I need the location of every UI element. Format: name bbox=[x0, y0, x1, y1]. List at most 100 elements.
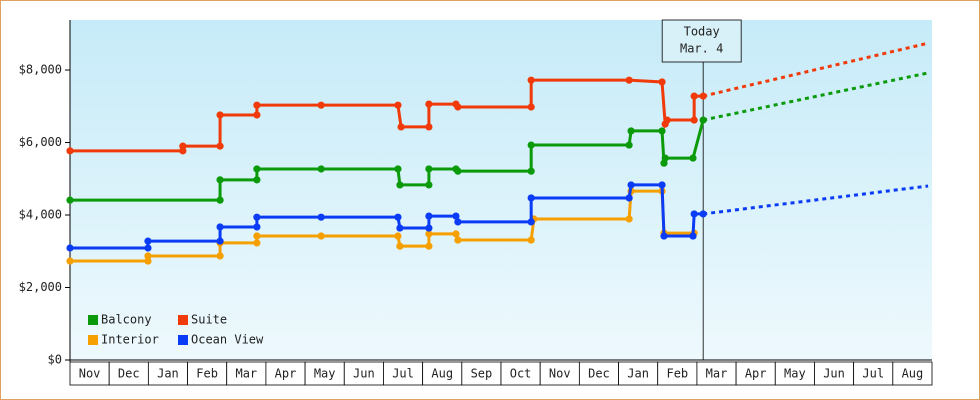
y-tick-label: $4,000 bbox=[19, 208, 62, 222]
legend-swatch bbox=[178, 335, 188, 345]
x-category-cell bbox=[892, 361, 933, 386]
x-tick-label: Jan bbox=[627, 367, 649, 381]
point bbox=[216, 252, 224, 260]
point bbox=[253, 223, 261, 231]
point bbox=[317, 165, 325, 173]
point bbox=[425, 181, 433, 189]
x-tick-label: Feb bbox=[666, 367, 688, 381]
point bbox=[253, 111, 261, 119]
point bbox=[66, 244, 74, 252]
point bbox=[394, 232, 402, 240]
x-tick-label: Jan bbox=[157, 367, 179, 381]
point bbox=[658, 127, 666, 135]
x-tick-label: Aug bbox=[431, 367, 453, 381]
point bbox=[625, 215, 633, 223]
legend-label: Ocean View bbox=[191, 333, 264, 347]
point bbox=[144, 252, 152, 260]
point bbox=[144, 244, 152, 252]
point bbox=[658, 181, 666, 189]
point bbox=[527, 167, 535, 175]
point bbox=[394, 213, 402, 221]
point bbox=[66, 147, 74, 155]
point bbox=[425, 212, 433, 220]
point bbox=[699, 116, 707, 124]
x-tick-label: Feb bbox=[196, 367, 218, 381]
today-box bbox=[661, 19, 742, 63]
point bbox=[253, 213, 261, 221]
point bbox=[527, 141, 535, 149]
point bbox=[396, 224, 404, 232]
point bbox=[454, 218, 462, 226]
point bbox=[144, 257, 152, 265]
point bbox=[66, 257, 74, 265]
legend-swatch bbox=[178, 315, 188, 325]
point bbox=[216, 196, 224, 204]
point bbox=[394, 165, 402, 173]
legend-swatch bbox=[88, 315, 98, 325]
x-tick-label: Jul bbox=[392, 367, 414, 381]
legend-swatch bbox=[88, 335, 98, 345]
point bbox=[66, 196, 74, 204]
point bbox=[625, 194, 633, 202]
y-tick-label: $2,000 bbox=[19, 280, 62, 294]
point bbox=[454, 103, 462, 111]
point bbox=[425, 242, 433, 250]
point bbox=[527, 218, 535, 226]
point bbox=[425, 123, 433, 131]
x-tick-label: Dec bbox=[588, 367, 610, 381]
point bbox=[527, 236, 535, 244]
x-tick-label: Jun bbox=[823, 367, 845, 381]
point bbox=[425, 165, 433, 173]
x-tick-label: Mar bbox=[706, 367, 728, 381]
point bbox=[397, 123, 405, 131]
x-tick-label: Sep bbox=[471, 367, 493, 381]
point bbox=[661, 154, 669, 162]
x-tick-label: Jun bbox=[353, 367, 375, 381]
legend-label: Suite bbox=[191, 313, 227, 327]
point bbox=[394, 101, 402, 109]
point bbox=[253, 176, 261, 184]
point bbox=[216, 176, 224, 184]
point bbox=[690, 92, 698, 100]
point bbox=[663, 116, 671, 124]
point bbox=[253, 101, 261, 109]
point bbox=[144, 237, 152, 245]
x-tick-label: Nov bbox=[549, 367, 571, 381]
y-tick-label: $6,000 bbox=[19, 135, 62, 149]
point bbox=[689, 232, 697, 240]
x-tick-label: Nov bbox=[79, 367, 101, 381]
point bbox=[454, 167, 462, 175]
point bbox=[425, 230, 433, 238]
x-tick-label: Apr bbox=[275, 367, 297, 381]
point bbox=[689, 154, 697, 162]
x-tick-label: May bbox=[784, 367, 806, 381]
point bbox=[216, 142, 224, 150]
forecast-line bbox=[702, 41, 929, 98]
point bbox=[425, 100, 433, 108]
point bbox=[625, 141, 633, 149]
point bbox=[527, 103, 535, 111]
point bbox=[216, 237, 224, 245]
point bbox=[660, 232, 668, 240]
forecast-line bbox=[702, 71, 929, 122]
point bbox=[253, 165, 261, 173]
x-tick-label: Oct bbox=[510, 367, 532, 381]
point bbox=[216, 111, 224, 119]
point bbox=[454, 236, 462, 244]
point bbox=[452, 230, 460, 238]
y-tick-label: $8,000 bbox=[19, 63, 62, 77]
point bbox=[317, 213, 325, 221]
point bbox=[425, 224, 433, 232]
plot-area bbox=[70, 20, 932, 360]
x-tick-label: Dec bbox=[118, 367, 140, 381]
point bbox=[179, 142, 187, 150]
today-label: Mar. 4 bbox=[680, 42, 723, 56]
point bbox=[396, 181, 404, 189]
point bbox=[627, 127, 635, 135]
point bbox=[216, 223, 224, 231]
x-tick-label: Mar bbox=[235, 367, 257, 381]
point bbox=[527, 194, 535, 202]
x-tick-label: May bbox=[314, 367, 336, 381]
point bbox=[253, 239, 261, 247]
